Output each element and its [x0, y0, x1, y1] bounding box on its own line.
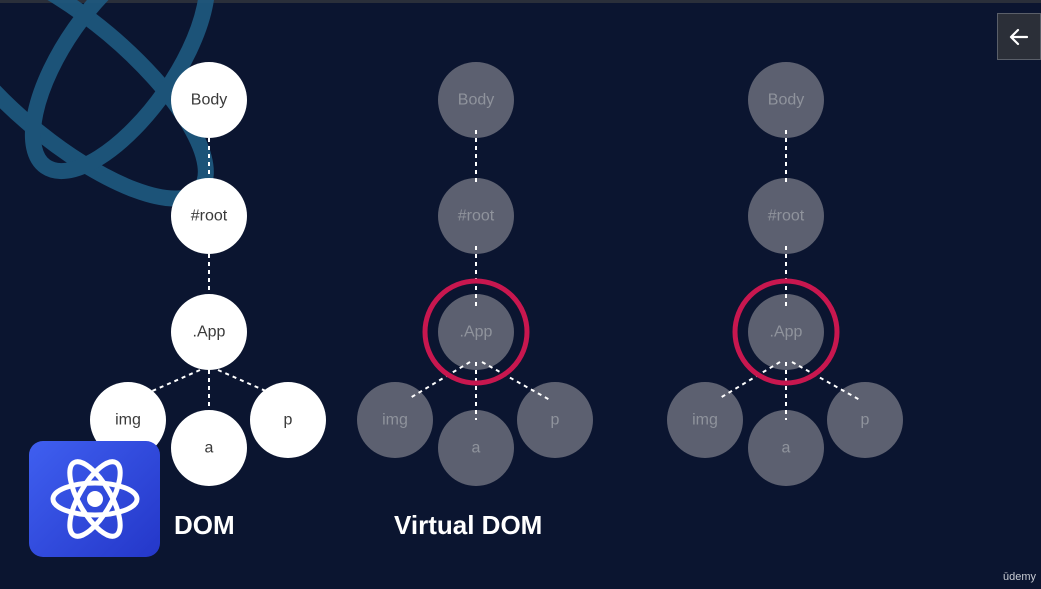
node-app — [438, 294, 514, 370]
node-app-label: .App — [193, 324, 226, 341]
node-body — [171, 62, 247, 138]
updated-virtual-dom-tree: Body #root .App img a p — [667, 62, 903, 486]
node-img — [90, 382, 166, 458]
node-p-label: p — [551, 412, 560, 429]
node-app-label: .App — [460, 324, 493, 341]
node-a — [748, 410, 824, 486]
node-p-label: p — [284, 412, 293, 429]
edge — [719, 361, 781, 399]
highlight-ring — [422, 278, 530, 386]
node-img — [357, 382, 433, 458]
arrow-left-icon — [1009, 28, 1029, 45]
node-body — [438, 62, 514, 138]
node-p — [827, 382, 903, 458]
edge — [791, 361, 861, 401]
node-img-label: img — [382, 412, 408, 429]
node-body-label: Body — [458, 92, 494, 109]
node-p — [250, 382, 326, 458]
edge — [409, 361, 471, 399]
node-root-label: #root — [191, 208, 228, 225]
dom-caption: DOM — [174, 510, 235, 540]
node-root — [438, 178, 514, 254]
react-atom-icon — [50, 459, 139, 539]
node-img-label: img — [692, 412, 718, 429]
highlight-ring — [732, 278, 840, 386]
node-a-label: a — [472, 440, 481, 457]
node-a-label: a — [205, 440, 214, 457]
node-root-label: #root — [768, 208, 805, 225]
node-a — [438, 410, 514, 486]
node-root-label: #root — [458, 208, 495, 225]
node-p-label: p — [861, 412, 870, 429]
node-root — [748, 178, 824, 254]
node-img-label: img — [115, 412, 141, 429]
node-app — [171, 294, 247, 370]
edge — [481, 361, 551, 401]
node-a-label: a — [782, 440, 791, 457]
dom-tree: Body #root .App img a p — [90, 62, 326, 486]
virtual-dom-caption: Virtual DOM — [394, 510, 543, 540]
edge — [149, 369, 201, 393]
node-app — [748, 294, 824, 370]
node-img — [667, 382, 743, 458]
node-body — [748, 62, 824, 138]
node-a — [171, 410, 247, 486]
node-body-label: Body — [191, 92, 227, 109]
react-logo — [29, 441, 160, 557]
edge — [217, 369, 269, 393]
top-bar — [0, 0, 1041, 3]
node-app-label: .App — [770, 324, 803, 341]
node-body-label: Body — [768, 92, 804, 109]
udemy-watermark: ūdemy — [1003, 571, 1037, 583]
back-button[interactable] — [997, 13, 1041, 60]
virtual-dom-tree: Body #root .App img a p — [357, 62, 593, 486]
node-p — [517, 382, 593, 458]
node-root — [171, 178, 247, 254]
